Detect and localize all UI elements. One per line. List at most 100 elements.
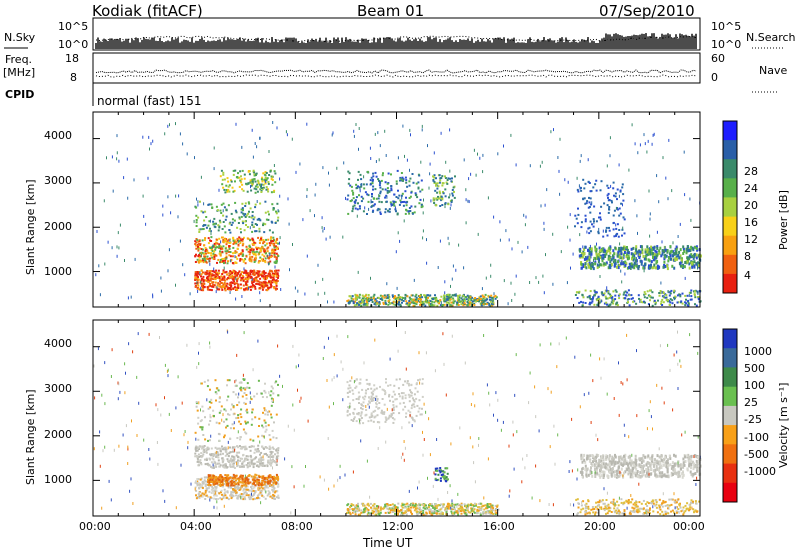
velocity-speckle bbox=[205, 457, 208, 460]
power-speckle bbox=[540, 204, 542, 208]
velocity-speckle bbox=[261, 445, 264, 448]
velocity-speckle bbox=[275, 482, 278, 484]
power-speckle bbox=[463, 266, 465, 270]
power-speckle bbox=[245, 214, 248, 217]
power-speckle bbox=[272, 274, 275, 277]
power-speckle bbox=[589, 197, 592, 200]
power-speckle bbox=[621, 256, 624, 260]
power-speckle bbox=[588, 303, 591, 306]
power-speckle bbox=[684, 301, 687, 304]
power-speckle bbox=[616, 254, 619, 258]
power-speckle bbox=[95, 273, 97, 277]
power-speckle bbox=[271, 240, 274, 242]
power-speckle bbox=[430, 297, 433, 300]
power-speckle bbox=[237, 239, 239, 243]
velocity-speckle bbox=[244, 387, 247, 389]
velocity-speckle bbox=[271, 488, 274, 491]
power-speckle bbox=[370, 157, 372, 160]
velocity-speckle bbox=[206, 462, 209, 465]
velocity-speckle bbox=[245, 432, 248, 435]
power-speckle bbox=[493, 295, 496, 298]
power-speckle bbox=[587, 206, 590, 209]
velocity-speckle bbox=[218, 397, 221, 400]
power-speckle bbox=[684, 304, 687, 307]
power-speckle bbox=[452, 186, 455, 189]
power-speckle bbox=[405, 201, 408, 204]
power-speckle bbox=[241, 240, 244, 243]
power-speckle bbox=[393, 200, 396, 203]
power-speckle bbox=[212, 281, 215, 284]
velocity-speckle bbox=[252, 494, 255, 496]
power-speckle bbox=[244, 287, 247, 290]
power-speckle bbox=[598, 227, 600, 231]
power-speckle bbox=[233, 283, 236, 286]
velocity-speckle bbox=[227, 455, 230, 458]
power-speckle bbox=[599, 212, 601, 215]
velocity-speckle bbox=[210, 461, 213, 464]
power-speckle bbox=[142, 194, 144, 198]
power-speckle bbox=[254, 203, 257, 206]
power-speckle bbox=[379, 144, 381, 148]
power-speckle bbox=[610, 199, 613, 202]
velocity-speckle bbox=[232, 413, 235, 416]
power-speckle bbox=[380, 179, 383, 182]
power-speckle bbox=[688, 266, 691, 270]
velocity-speckle bbox=[202, 434, 205, 436]
velocity-speckle bbox=[243, 491, 246, 494]
power-speckle bbox=[593, 221, 595, 225]
velocity-speckle bbox=[196, 460, 199, 463]
velocity-speckle bbox=[260, 458, 262, 461]
power-speckle bbox=[390, 187, 393, 190]
power-speckle bbox=[261, 188, 264, 191]
power-speckle bbox=[212, 252, 215, 255]
power-speckle bbox=[218, 243, 221, 246]
power-speckle bbox=[449, 128, 451, 132]
power-speckle bbox=[633, 261, 636, 265]
power-speckle bbox=[203, 282, 206, 285]
power-speckle bbox=[374, 299, 377, 302]
cpid-value: normal (fast) 151 bbox=[97, 94, 202, 108]
power-speckle bbox=[167, 195, 169, 199]
power-speckle bbox=[466, 304, 469, 307]
power-speckle bbox=[584, 218, 587, 221]
velocity-speckle bbox=[244, 482, 247, 485]
velocity-speckle bbox=[261, 484, 264, 487]
velocity-speckle bbox=[255, 480, 257, 483]
power-speckle bbox=[440, 195, 443, 198]
power-speckle bbox=[609, 266, 612, 270]
power-speckle bbox=[224, 247, 227, 250]
power-speckle bbox=[577, 207, 579, 210]
power-speckle bbox=[264, 257, 267, 260]
power-speckle bbox=[381, 295, 384, 298]
velocity-speckle bbox=[221, 483, 223, 486]
power-speckle bbox=[421, 128, 423, 132]
power-speckle bbox=[542, 274, 544, 278]
power-speckle bbox=[196, 277, 199, 280]
power-speckle bbox=[368, 207, 370, 211]
velocity-speckle bbox=[195, 405, 198, 408]
power-speckle bbox=[570, 266, 571, 270]
power-speckle bbox=[198, 228, 201, 231]
velocity-speckle bbox=[271, 446, 274, 449]
power-speckle bbox=[210, 240, 213, 242]
velocity-speckle bbox=[247, 496, 250, 499]
power-speckle bbox=[254, 206, 257, 209]
power-speckle bbox=[199, 255, 202, 258]
power-speckle bbox=[406, 185, 409, 188]
power-speckle bbox=[213, 225, 216, 228]
power-speckle bbox=[663, 257, 666, 261]
velocity-speckle bbox=[201, 485, 204, 488]
power-speckle bbox=[236, 278, 239, 281]
power-speckle bbox=[268, 242, 271, 245]
power-speckle bbox=[464, 296, 467, 299]
power-speckle bbox=[263, 281, 266, 284]
power-speckle bbox=[690, 261, 693, 265]
power-speckle bbox=[202, 211, 205, 214]
power-speckle bbox=[615, 233, 618, 236]
power-speckle bbox=[237, 238, 240, 240]
velocity-speckle bbox=[259, 460, 261, 463]
power-speckle bbox=[693, 290, 696, 293]
power-speckle bbox=[674, 256, 677, 260]
power-speckle bbox=[673, 297, 675, 301]
power-speckle bbox=[691, 263, 694, 267]
